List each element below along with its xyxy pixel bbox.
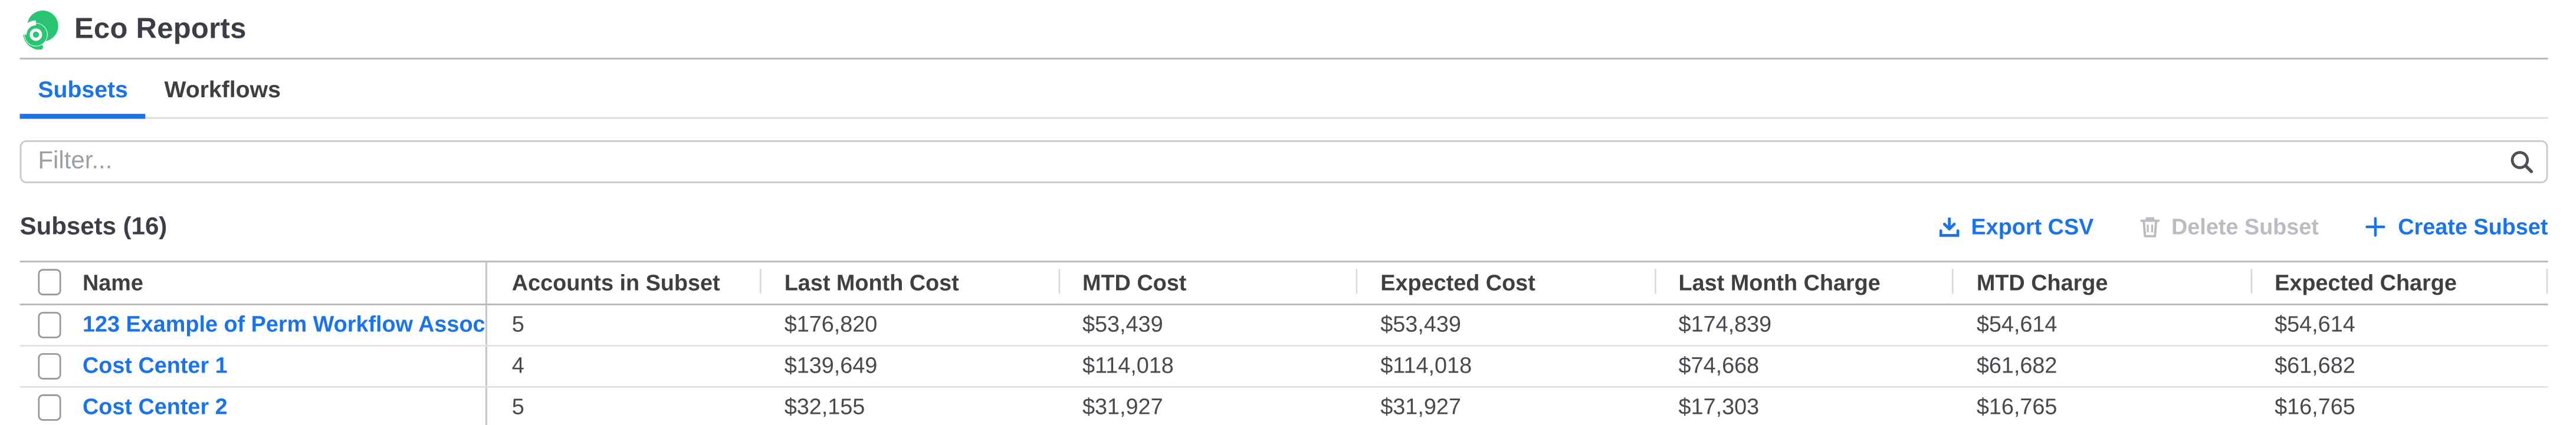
name-cell: Cost Center 2 xyxy=(20,387,487,425)
mtd-charge-cell: $61,682 xyxy=(1976,353,2057,378)
table-row: Cost Center 1 4 $139,649 $114,018 $114,0… xyxy=(19,345,2548,388)
last-month-charge-cell: $74,668 xyxy=(1678,353,1760,378)
row-checkbox[interactable] xyxy=(38,352,61,380)
last-month-cost-cell: $176,820 xyxy=(784,312,878,337)
last-month-charge-cell: $174,839 xyxy=(1678,312,1772,337)
subset-name-link[interactable]: Cost Center 1 xyxy=(82,353,228,378)
column-header-mtd-charge[interactable]: MTD Charge xyxy=(1951,262,2250,303)
create-subset-label: Create Subset xyxy=(2398,215,2548,240)
tab-subsets[interactable]: Subsets xyxy=(19,60,147,118)
column-header-expected-charge[interactable]: Expected Charge xyxy=(2250,262,2548,303)
page-title: Eco Reports xyxy=(74,12,247,45)
mtd-cost-cell: $114,018 xyxy=(1082,353,1174,378)
expected-charge-cell: $61,682 xyxy=(2275,353,2355,378)
tab-subsets-label: Subsets xyxy=(38,75,128,102)
column-header-last-month-charge[interactable]: Last Month Charge xyxy=(1653,262,1952,303)
filter-bar xyxy=(19,140,2548,183)
last-month-cost-cell: $139,649 xyxy=(784,353,878,378)
column-header-name[interactable]: Name xyxy=(20,262,487,303)
trash-icon xyxy=(2140,218,2160,238)
eco-reports-logo-icon xyxy=(21,9,58,50)
table-actions: Export CSV Delete Subset Create Sub xyxy=(1937,215,2548,240)
column-header-accounts[interactable]: Accounts in Subset xyxy=(511,270,720,295)
accounts-cell: 4 xyxy=(511,353,524,378)
expected-charge-cell: $16,765 xyxy=(2275,394,2355,420)
table-body: 123 Example of Perm Workflow Association… xyxy=(19,304,2548,425)
mtd-charge-cell: $16,765 xyxy=(1976,394,2057,420)
name-cell: 123 Example of Perm Workflow Association xyxy=(20,304,487,345)
table-row: 123 Example of Perm Workflow Association… xyxy=(19,304,2548,346)
last-month-cost-cell: $32,155 xyxy=(784,394,865,420)
last-month-charge-cell: $17,303 xyxy=(1678,394,1760,420)
search-icon[interactable] xyxy=(2508,149,2535,175)
export-csv-label: Export CSV xyxy=(1971,215,2094,240)
expected-cost-cell: $53,439 xyxy=(1380,312,1461,337)
subsets-table: Name Accounts in Subset Last Month Cost … xyxy=(19,261,2548,425)
section-bar: Subsets (16) Export CSV xyxy=(20,209,2548,246)
column-header-mtd-cost[interactable]: MTD Cost xyxy=(1057,262,1356,303)
plus-icon xyxy=(2365,218,2386,238)
delete-subset-label: Delete Subset xyxy=(2171,215,2319,240)
row-checkbox[interactable] xyxy=(38,311,61,338)
export-csv-button[interactable]: Export CSV xyxy=(1937,215,2094,240)
tab-workflows[interactable]: Workflows xyxy=(146,60,299,117)
expected-charge-cell: $54,614 xyxy=(2275,312,2355,337)
mtd-charge-cell: $54,614 xyxy=(1976,312,2057,337)
accounts-cell: 5 xyxy=(511,394,524,420)
expected-cost-cell: $31,927 xyxy=(1380,394,1461,420)
table-row: Cost Center 2 5 $32,155 $31,927 $31,927 … xyxy=(20,387,2548,425)
mtd-cost-cell: $53,439 xyxy=(1082,312,1163,337)
subsets-count-heading: Subsets (16) xyxy=(19,213,168,242)
name-cell: Cost Center 1 xyxy=(20,345,487,386)
accounts-cell: 5 xyxy=(511,312,524,337)
table-header-row: Name Accounts in Subset Last Month Cost … xyxy=(19,262,2548,305)
mtd-cost-cell: $31,927 xyxy=(1082,394,1163,420)
column-header-last-month-cost[interactable]: Last Month Cost xyxy=(759,262,1058,303)
app-header: Eco Reports xyxy=(19,0,2548,60)
filter-input[interactable] xyxy=(19,140,2548,183)
download-icon xyxy=(1938,218,1959,238)
column-header-name-label: Name xyxy=(82,270,143,295)
tab-workflows-label: Workflows xyxy=(164,75,281,102)
select-all-checkbox[interactable] xyxy=(38,269,61,296)
row-checkbox[interactable] xyxy=(38,394,61,421)
subset-name-link[interactable]: Cost Center 2 xyxy=(82,394,228,420)
tab-bar: Subsets Workflows xyxy=(19,60,2548,119)
delete-subset-button[interactable]: Delete Subset xyxy=(2138,215,2319,240)
create-subset-button[interactable]: Create Subset xyxy=(2363,215,2548,240)
subset-name-link[interactable]: 123 Example of Perm Workflow Association xyxy=(82,312,485,337)
expected-cost-cell: $114,018 xyxy=(1380,353,1472,378)
column-header-expected-cost[interactable]: Expected Cost xyxy=(1356,262,1653,303)
